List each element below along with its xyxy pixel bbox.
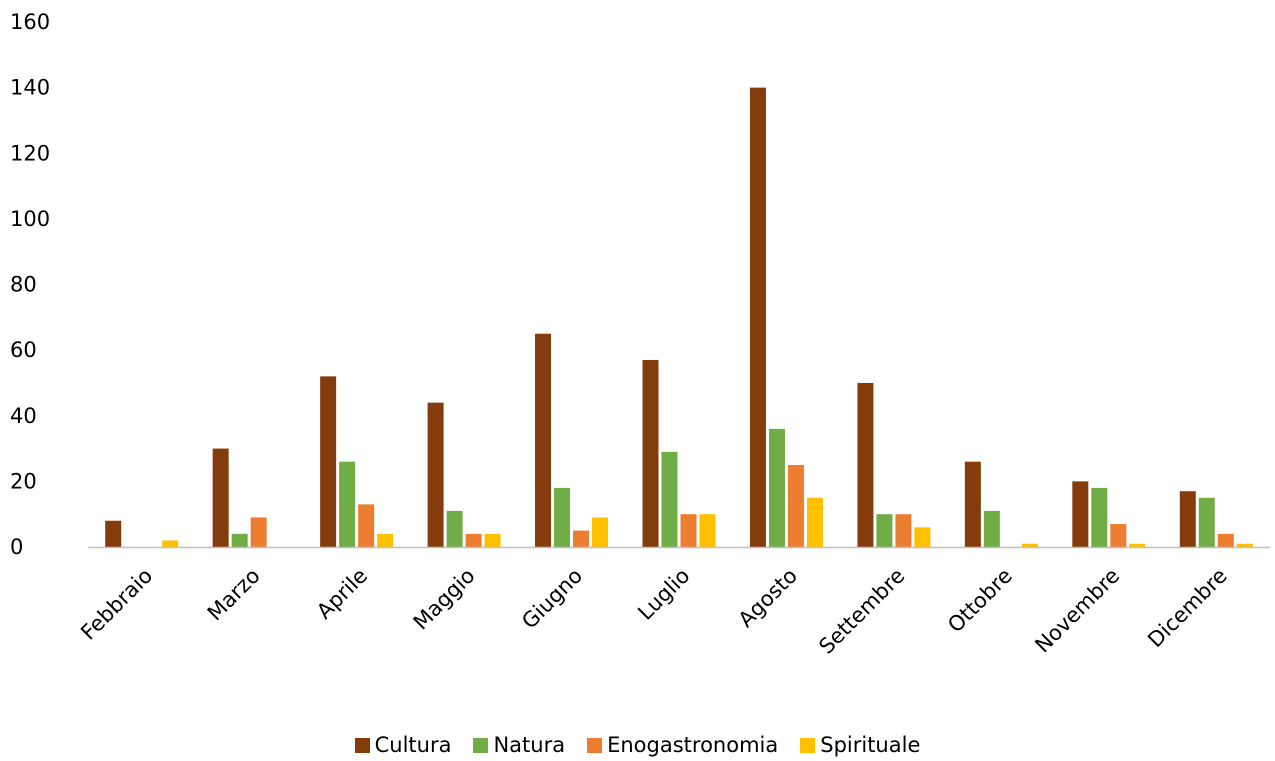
bar-enogastronomia-maggio [465,533,482,547]
legend-item-enogastronomia: Enogastronomia [587,733,778,757]
legend-swatch [800,737,816,753]
bar-enogastronomia-aprile [358,504,375,547]
x-tick-label: Ottobre [943,564,1017,638]
bar-cultura-ottobre [964,461,981,547]
bar-cultura-giugno [535,333,552,547]
bar-natura-agosto [768,428,785,547]
bar-natura-giugno [554,487,571,547]
bar-enogastronomia-marzo [250,517,267,547]
y-axis-ticks: 0 20 40 60 80 100 120 140 160 [10,10,50,559]
y-tick-label: 140 [10,76,50,100]
y-tick-label: 160 [10,10,50,34]
bar-cultura-febbraio [105,520,122,547]
bar-natura-aprile [339,461,356,547]
x-tick-label: Novembre [1030,564,1124,658]
x-tick-label: Dicembre [1143,564,1232,653]
bar-enogastronomia-agosto [787,464,804,547]
bar-natura-settembre [876,514,893,547]
x-tick-label: Luglio [633,564,694,625]
y-tick-label: 60 [10,338,37,362]
bar-cultura-agosto [749,87,766,547]
bar-natura-luglio [661,451,678,547]
x-tick-label: Giugno [517,564,587,634]
bar-natura-dicembre [1198,497,1215,547]
bar-spirituale-maggio [484,533,501,547]
y-tick-label: 100 [10,207,50,231]
x-tick-label: Marzo [203,564,265,626]
legend-item-natura: Natura [473,733,565,757]
bar-natura-ottobre [983,510,1000,547]
bar-spirituale-ottobre [1021,543,1038,547]
legend-label: Enogastronomia [607,733,779,757]
bar-cultura-aprile [320,376,337,547]
bars [105,87,1253,547]
x-axis-ticks: Febbraio Marzo Aprile Maggio Giugno Luglio Ago… [76,564,1232,659]
y-tick-label: 40 [10,404,37,428]
bar-cultura-marzo [212,448,229,547]
y-tick-label: 120 [10,141,50,165]
bar-cultura-settembre [857,382,874,547]
y-tick-label: 20 [10,469,37,493]
bar-cultura-luglio [642,359,659,547]
bar-spirituale-agosto [806,497,823,547]
bar-chart: 0 20 40 60 80 100 120 140 160 Febbraio Marzo April… [10,10,1270,659]
x-tick-label: Maggio [409,564,480,635]
bar-spirituale-aprile [377,533,394,547]
x-tick-label: Aprile [312,564,372,624]
bar-enogastronomia-luglio [680,514,697,547]
x-tick-label: Settembre [814,564,909,659]
bar-spirituale-luglio [699,514,716,547]
legend-label: Spirituale [820,733,921,757]
legend-item-spirituale: Spirituale [800,733,920,757]
bar-cultura-novembre [1072,481,1089,547]
bar-enogastronomia-settembre [895,514,912,547]
legend-swatch [473,737,489,753]
legend-label: Natura [493,733,566,757]
x-tick-label: Agosto [734,564,802,632]
bar-spirituale-dicembre [1236,543,1253,547]
y-tick-label: 0 [10,535,23,559]
legend-swatch [354,737,370,753]
bar-enogastronomia-dicembre [1217,533,1234,547]
legend-swatch [587,737,603,753]
x-tick-label: Febbraio [76,564,157,645]
legend-item-cultura: Cultura [354,733,452,757]
bar-spirituale-giugno [592,517,609,547]
bar-enogastronomia-novembre [1110,524,1127,547]
bar-natura-novembre [1091,487,1108,547]
bar-natura-marzo [231,533,248,547]
bar-cultura-dicembre [1179,491,1196,547]
y-tick-label: 80 [10,273,37,297]
bar-spirituale-febbraio [162,540,179,547]
legend: Cultura Natura Enogastronomia Spirituale [0,730,1275,760]
bar-spirituale-novembre [1129,543,1146,547]
bar-cultura-maggio [427,402,444,547]
bar-enogastronomia-giugno [573,530,590,547]
bar-natura-maggio [446,510,463,547]
bar-spirituale-settembre [914,527,931,547]
legend-label: Cultura [374,733,452,757]
